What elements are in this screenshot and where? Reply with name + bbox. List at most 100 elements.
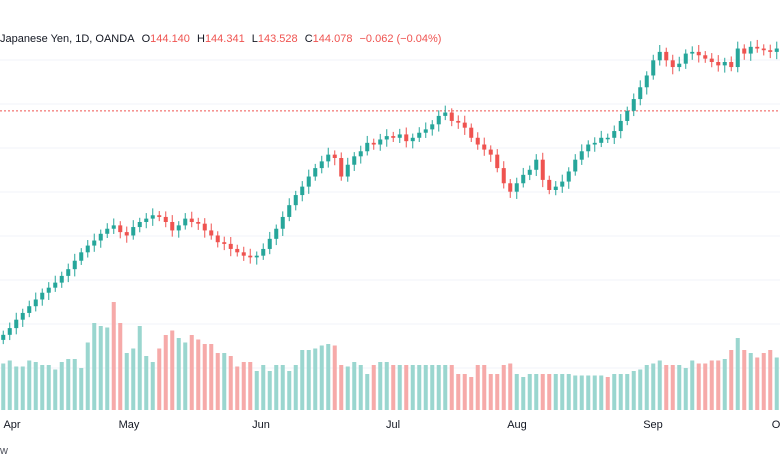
volume-bar	[306, 350, 311, 410]
candle-body	[365, 142, 370, 152]
candle-body	[241, 252, 246, 256]
candle-body	[397, 134, 402, 138]
volume-bar	[664, 365, 669, 410]
brand-text: w	[0, 445, 8, 457]
candle-body	[111, 225, 116, 229]
volume-bar	[644, 365, 649, 410]
x-tick-label: Aug	[507, 419, 527, 431]
volume-bar	[241, 362, 246, 410]
volume-bar	[98, 326, 103, 410]
volume-bar	[319, 345, 324, 410]
low-label: L	[251, 33, 258, 45]
candle-body	[644, 75, 649, 88]
candle-body	[7, 328, 12, 335]
candle-body	[501, 168, 506, 184]
candle-body	[670, 60, 675, 68]
candle-body	[339, 158, 344, 177]
candle-body	[423, 129, 428, 133]
volume-bar	[176, 338, 181, 410]
candle-body	[482, 144, 487, 150]
candle-body	[124, 232, 129, 236]
candle-body	[696, 51, 701, 56]
candle-body	[495, 154, 500, 169]
volume-bar	[462, 374, 467, 410]
volume-bar	[345, 366, 350, 410]
candle-body	[469, 127, 474, 138]
ohlc-legend: Japanese Yen, 1D, OANDA O144.140 H144.34…	[0, 33, 441, 45]
candle-body	[566, 171, 571, 182]
candle-body	[703, 55, 708, 59]
candle-body	[235, 248, 240, 253]
candle-body	[735, 48, 740, 68]
volume-bar	[183, 342, 188, 410]
candle-body	[33, 299, 38, 307]
candle-body	[605, 137, 610, 140]
volume-bar	[150, 362, 155, 410]
volume-bar	[729, 350, 734, 410]
volume-bar	[488, 374, 493, 410]
volume-bar	[313, 348, 318, 410]
volume-bar	[768, 350, 773, 410]
volume-bar	[352, 362, 357, 410]
volume-bar	[443, 365, 448, 410]
volume-bars	[1, 302, 779, 410]
candle-body	[677, 63, 682, 68]
candle-body	[215, 235, 220, 243]
volume-bar	[170, 330, 175, 410]
candle-body	[53, 282, 58, 288]
volume-bar	[553, 374, 558, 410]
candle-body	[514, 183, 519, 192]
volume-bar	[638, 369, 643, 410]
candle-body	[326, 154, 331, 162]
close-value: 144.078	[312, 33, 353, 45]
volume-bar	[423, 365, 428, 410]
volume-bar	[475, 365, 480, 410]
volume-bar	[261, 365, 266, 410]
candle-body	[579, 151, 584, 160]
volume-bar	[326, 344, 331, 410]
volume-bar	[287, 371, 292, 410]
candle-body	[586, 144, 591, 152]
volume-bar	[235, 366, 240, 410]
volume-bar	[111, 302, 116, 410]
candle-body	[573, 159, 578, 172]
candle-body	[254, 255, 259, 258]
x-tick-label: Jul	[386, 419, 400, 431]
candle-body	[722, 62, 727, 66]
low-value: 143.528	[257, 33, 298, 45]
volume-bar	[566, 374, 571, 410]
candle-body	[137, 222, 142, 228]
volume-bar	[755, 357, 760, 410]
x-tick-label: O	[772, 419, 780, 431]
volume-bar	[196, 339, 201, 410]
volume-bar	[254, 371, 259, 410]
candle-body	[300, 186, 305, 196]
volume-bar	[631, 371, 636, 410]
candle-body	[248, 255, 253, 258]
volume-bar	[742, 350, 747, 410]
candle-body	[72, 260, 77, 270]
candle-body	[345, 164, 350, 177]
candle-body	[196, 222, 201, 224]
volume-bar	[371, 365, 376, 410]
volume-bar	[209, 344, 214, 410]
candle-body	[612, 131, 617, 138]
volume-bar	[599, 375, 604, 410]
volume-bar	[540, 374, 545, 410]
candle-body	[209, 230, 214, 236]
volume-bar	[358, 365, 363, 410]
volume-bar	[625, 374, 630, 410]
open-label: O	[141, 33, 151, 45]
x-tick-label: Jun	[252, 419, 270, 431]
volume-bar	[300, 350, 305, 410]
volume-bar	[124, 353, 129, 410]
candle-body	[443, 112, 448, 116]
candle-body	[618, 120, 623, 132]
candle-body	[729, 62, 734, 68]
volume-bar	[657, 360, 662, 410]
candle-body	[683, 53, 688, 64]
volume-bar	[163, 335, 168, 410]
candle-body	[384, 136, 389, 140]
